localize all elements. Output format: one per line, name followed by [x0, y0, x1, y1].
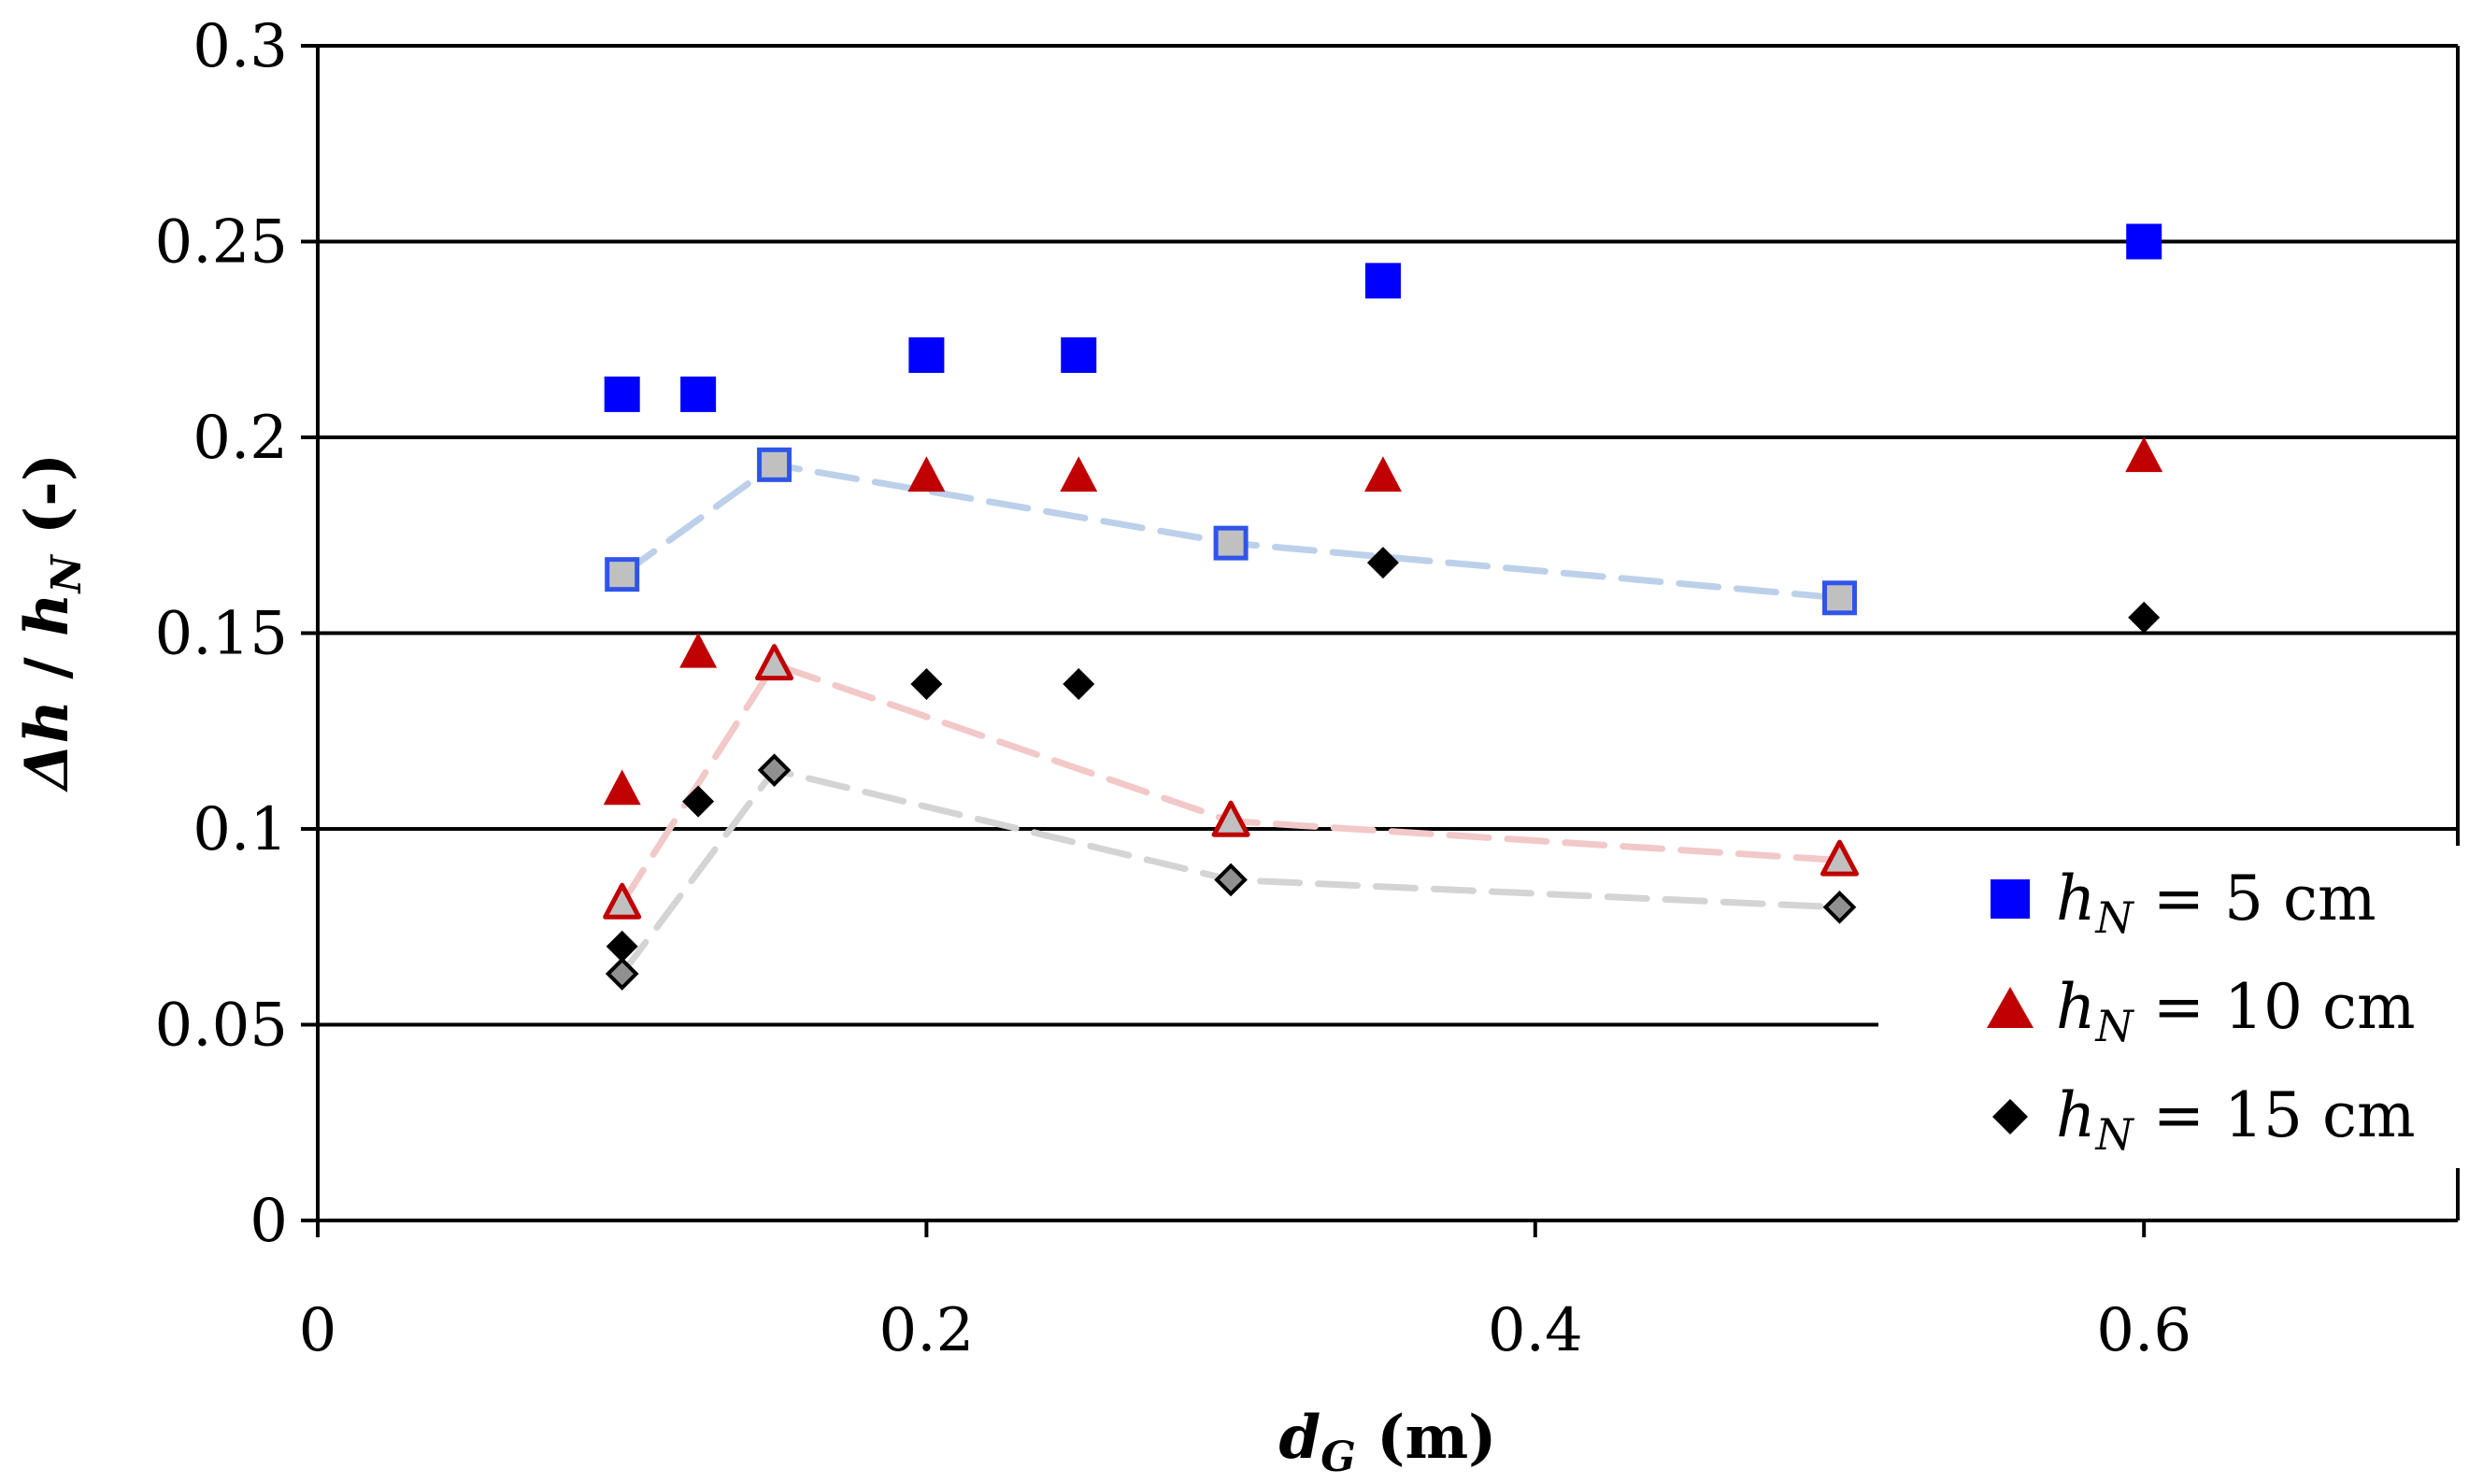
series-markers: [603, 223, 2163, 991]
series-2-point: [1366, 547, 1399, 579]
series-0-point: [680, 376, 717, 412]
x-tick-label: 0.6: [2096, 1296, 2191, 1365]
legend-label-10cm: hN = 10 cm: [2056, 971, 2416, 1051]
dashed-series-1-point: [755, 644, 794, 681]
dashed-series-2-point: [605, 957, 639, 991]
x-axis-title: dG (m): [1279, 1403, 1497, 1481]
series-2-point: [2128, 601, 2161, 634]
y-tick-label: 0.1: [193, 795, 288, 864]
series-1-point: [1363, 456, 1402, 492]
legend-item-10cm: hN = 10 cm: [1987, 971, 2416, 1051]
dashed-series-1-point: [1820, 839, 1859, 877]
y-tick-labels: 0 0.05 0.1 0.15 0.2 0.25 0.3: [155, 12, 289, 1256]
y-tick-label: 0.15: [155, 600, 289, 669]
series-1-point: [679, 632, 718, 668]
series-2-point: [910, 667, 943, 700]
dashed-series-2-point: [1214, 863, 1248, 897]
series-2-point: [606, 930, 638, 963]
series-0-point: [1061, 337, 1097, 374]
legend-item-15cm: hN = 15 cm: [1992, 1079, 2416, 1160]
dashed-series-0-point: [757, 447, 792, 482]
legend-background: [1953, 846, 2467, 1168]
series-1-point: [1060, 456, 1098, 492]
dashed-series-0-point: [605, 557, 640, 592]
y-tick-label: 0.3: [193, 12, 288, 81]
x-tick-label: 0: [299, 1296, 337, 1365]
legend-item-5cm: hN = 5 cm: [1991, 863, 2376, 943]
series-1-point: [907, 456, 946, 492]
series-2-point: [682, 785, 715, 818]
legend-label-5cm: hN = 5 cm: [2056, 863, 2376, 943]
dashed-series-0-point: [1213, 525, 1249, 561]
legend-square-marker: [1991, 879, 2030, 919]
y-axis-title: Δh / hN (-): [12, 453, 91, 792]
dashed-line-series-1: [619, 660, 1843, 907]
series-0-point: [908, 337, 945, 374]
dashed-line-series-0: [619, 461, 1843, 602]
x-tick-label: 0.2: [879, 1296, 975, 1365]
dashed-line-series-2: [619, 766, 1843, 977]
y-tick-label: 0.2: [193, 404, 288, 473]
series-1-point: [2125, 436, 2163, 473]
y-tick-label: 0.05: [155, 992, 289, 1061]
y-tick-label: 0: [250, 1187, 288, 1256]
dashed-series-2-point: [1822, 890, 1857, 924]
dashed-series-lines: [619, 461, 1843, 977]
series-0-point: [1364, 263, 1401, 299]
x-tick-labels: 0 0.2 0.4 0.6: [299, 1296, 2191, 1365]
series-0-point: [604, 376, 640, 412]
y-tick-label: 0.25: [155, 208, 289, 278]
dashed-series-1-point: [603, 882, 642, 920]
x-tick-label: 0.4: [1488, 1296, 1583, 1365]
dashed-series-1-point: [1211, 800, 1250, 837]
series-2-point: [1063, 667, 1095, 700]
dashed-series-2-point: [757, 753, 792, 787]
legend: hN = 5 cm hN = 10 cm hN = 15 cm: [1953, 846, 2467, 1168]
legend-triangle-marker: [1987, 987, 2034, 1028]
dashed-series-0-point: [1822, 580, 1857, 616]
series-1-point: [603, 769, 641, 806]
grid-lines: [318, 44, 2458, 1027]
series-0-point: [2126, 223, 2162, 260]
legend-label-15cm: hN = 15 cm: [2056, 1079, 2416, 1160]
legend-diamond-marker: [1992, 1099, 2028, 1134]
